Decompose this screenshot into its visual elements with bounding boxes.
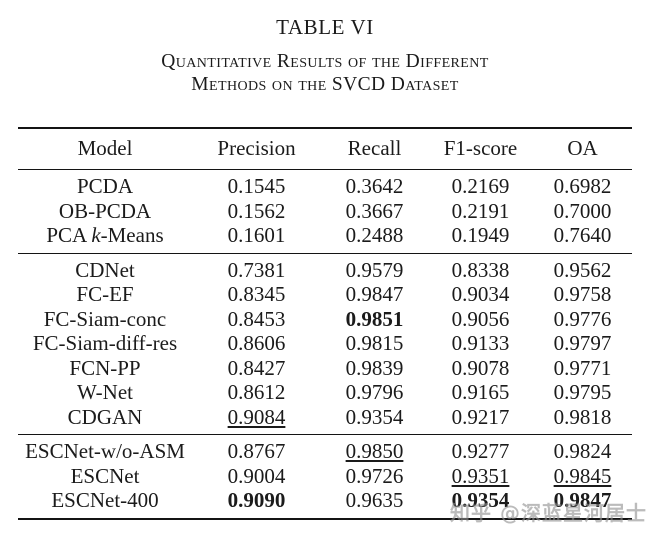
value-cell: 0.9818: [553, 404, 612, 429]
value-cell: 0.9815: [345, 331, 404, 355]
value-cell: 0.9133: [451, 331, 510, 355]
value-cell: 0.9845: [553, 463, 612, 488]
value-cell: 0.8612: [227, 380, 286, 404]
table-row: FC-Siam-diff-res 0.8606 0.9815 0.9133 0.9797: [18, 331, 632, 356]
value-cell: 0.7381: [227, 257, 286, 282]
value-cell: 0.9277: [451, 439, 510, 463]
model-cell: FC-Siam-diff-res: [32, 331, 178, 355]
table-header: Model Precision Recall F1-score OA: [18, 128, 632, 170]
value-cell: 0.2169: [451, 174, 510, 198]
value-cell: 0.9084: [227, 404, 286, 429]
value-cell: 0.1949: [451, 223, 510, 247]
value-cell: 0.9851: [345, 306, 404, 331]
value-cell: 0.9354: [345, 404, 404, 429]
value-cell: 0.9758: [553, 282, 612, 306]
value-cell: 0.9847: [553, 488, 612, 512]
model-cell: W-Net: [77, 380, 133, 404]
value-cell: 0.9796: [345, 380, 404, 404]
value-cell: 0.9726: [345, 463, 404, 488]
value-cell: 0.9165: [451, 380, 510, 404]
value-cell: 0.8767: [227, 439, 286, 463]
value-cell: 0.9078: [451, 355, 510, 380]
column-header-precision: Precision: [217, 136, 296, 160]
table-row: FC-Siam-conc 0.8453 0.9851 0.9056 0.9776: [18, 307, 632, 332]
table-row: ESCNet 0.9004 0.9726 0.9351 0.9845: [18, 464, 632, 489]
model-cell: FC-Siam-conc: [43, 306, 167, 331]
table-row: W-Net 0.8612 0.9796 0.9165 0.9795: [18, 380, 632, 405]
value-cell: 0.3642: [345, 174, 404, 198]
value-cell: 0.8345: [227, 282, 286, 306]
table-row: PCA k-Means 0.1601 0.2488 0.1949 0.7640: [18, 223, 632, 253]
value-cell: 0.9850: [345, 439, 404, 463]
value-cell: 0.9217: [451, 404, 510, 429]
table-row: ESCNet-w/o-ASM 0.8767 0.9850 0.9277 0.9824: [18, 435, 632, 464]
column-header-model: Model: [77, 136, 133, 160]
value-cell: 0.9797: [553, 331, 612, 355]
model-cell: ESCNet: [70, 463, 140, 488]
value-cell: 0.7640: [553, 223, 612, 247]
column-header-f1-score: F1-score: [443, 136, 518, 160]
header-row: Model Precision Recall F1-score OA: [18, 128, 632, 170]
value-cell: 0.9824: [553, 439, 612, 463]
column-header-recall: Recall: [347, 136, 402, 160]
value-cell: 0.9090: [227, 488, 286, 512]
value-cell: 0.2191: [451, 198, 510, 223]
model-cell: ESCNet-w/o-ASM: [25, 439, 185, 463]
table-caption: TABLE VI Quantitative Results of the Dif…: [0, 0, 650, 96]
table-row: FC-EF 0.8345 0.9847 0.9034 0.9758: [18, 282, 632, 307]
table-row: OB-PCDA 0.1562 0.3667 0.2191 0.7000: [18, 199, 632, 224]
table-group: ESCNet-w/o-ASM 0.8767 0.9850 0.9277 0.9824 ES…: [18, 434, 632, 519]
value-cell: 0.8453: [227, 306, 286, 331]
value-cell: 0.6982: [553, 174, 612, 198]
value-cell: 0.7000: [553, 198, 612, 223]
value-cell: 0.8606: [227, 331, 286, 355]
table-title-line1: Quantitative Results of the Different: [161, 51, 489, 72]
model-cell: PCDA: [76, 174, 134, 198]
model-cell: PCA k-Means: [46, 223, 164, 247]
value-cell: 0.9771: [553, 355, 612, 380]
value-cell: 0.9004: [227, 463, 286, 488]
model-cell: FC-EF: [76, 282, 134, 306]
value-cell: 0.8338: [451, 257, 510, 282]
table-row: PCDA 0.1545 0.3642 0.2169 0.6982: [18, 170, 632, 199]
value-cell: 0.8427: [227, 355, 286, 380]
model-cell: ESCNet-400: [51, 488, 159, 512]
value-cell: 0.9579: [345, 257, 404, 282]
table-row: ESCNet-400 0.9090 0.9635 0.9354 0.9847: [18, 488, 632, 519]
value-cell: 0.9034: [451, 282, 510, 306]
table-title-line2: Methods on the SVCD Dataset: [191, 74, 459, 95]
table-group: CDNet 0.7381 0.9579 0.8338 0.9562 FC-EF 0.8345…: [18, 253, 632, 435]
value-cell: 0.9776: [553, 306, 612, 331]
value-cell: 0.9351: [451, 463, 510, 488]
model-cell: OB-PCDA: [58, 198, 152, 223]
model-cell: CDNet: [75, 257, 135, 282]
table-group: PCDA 0.1545 0.3642 0.2169 0.6982 OB-PCDA 0.156…: [18, 170, 632, 254]
table-row: CDGAN 0.9084 0.9354 0.9217 0.9818: [18, 405, 632, 435]
model-cell: CDGAN: [67, 404, 143, 429]
value-cell: 0.1545: [227, 174, 286, 198]
value-cell: 0.9795: [553, 380, 612, 404]
results-table: Model Precision Recall F1-score OA PCDA 0.154…: [18, 127, 632, 520]
table-row: CDNet 0.7381 0.9579 0.8338 0.9562: [18, 253, 632, 282]
table-number: TABLE VI: [276, 15, 374, 39]
model-cell: FCN-PP: [69, 355, 141, 380]
value-cell: 0.2488: [345, 223, 404, 247]
value-cell: 0.3667: [345, 198, 404, 223]
value-cell: 0.9847: [345, 282, 404, 306]
value-cell: 0.9839: [345, 355, 404, 380]
value-cell: 0.9056: [451, 306, 510, 331]
value-cell: 0.9562: [553, 257, 612, 282]
value-cell: 0.9354: [451, 488, 510, 512]
table-row: FCN-PP 0.8427 0.9839 0.9078 0.9771: [18, 356, 632, 381]
value-cell: 0.1601: [227, 223, 286, 247]
column-header-oa: OA: [567, 136, 598, 160]
value-cell: 0.9635: [345, 488, 404, 512]
value-cell: 0.1562: [227, 198, 286, 223]
